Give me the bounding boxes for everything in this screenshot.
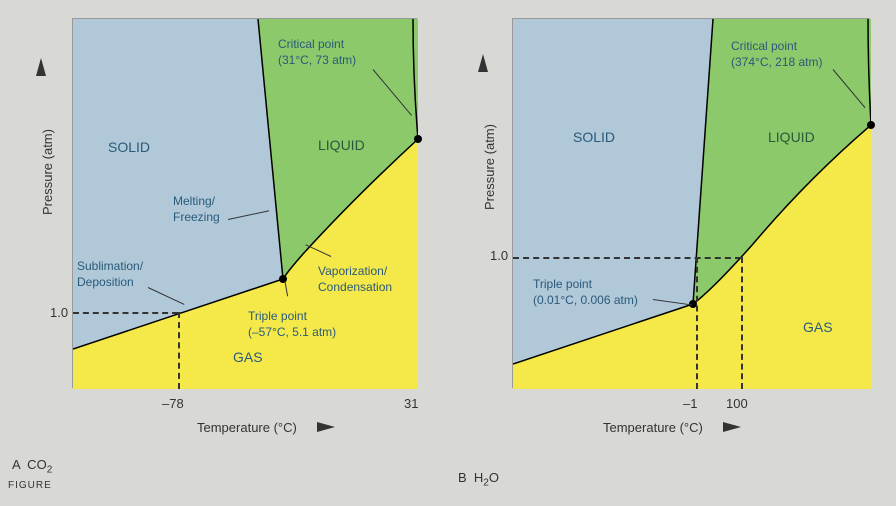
liquid-label-b: LIQUID bbox=[768, 129, 815, 145]
ytick-b: 1.0 bbox=[490, 248, 508, 263]
triple-point-a bbox=[279, 275, 287, 283]
vap-annot-a: Vaporization/ Condensation bbox=[318, 264, 392, 295]
critical-annot-b: Critical point (374°C, 218 atm) bbox=[731, 39, 823, 70]
vap-bot-a: Condensation bbox=[318, 280, 392, 294]
phase-svg-a bbox=[73, 19, 418, 389]
solid-label-b: SOLID bbox=[573, 129, 615, 145]
critical-coords-a: (31°C, 73 atm) bbox=[278, 53, 356, 67]
liquid-label-a: LIQUID bbox=[318, 137, 365, 153]
dash-v1-b bbox=[696, 257, 698, 389]
critical-point-a bbox=[414, 135, 422, 143]
dash-v-a bbox=[178, 312, 180, 389]
solid-label-a: SOLID bbox=[108, 139, 150, 155]
melt-annot-a: Melting/ Freezing bbox=[173, 194, 220, 225]
xtick2-b: 100 bbox=[726, 396, 748, 411]
ytick-a: 1.0 bbox=[50, 305, 68, 320]
critical-annot-a: Critical point (31°C, 73 atm) bbox=[278, 37, 356, 68]
y-axis-label-b: Pressure (atm) bbox=[482, 124, 497, 210]
sub-top-a: Sublimation/ bbox=[77, 259, 143, 273]
dash-h-b bbox=[513, 257, 741, 259]
triple-label-b: Triple point bbox=[533, 277, 592, 291]
sub-bot-a: Deposition bbox=[77, 275, 134, 289]
x-axis-label-b: Temperature (°C) bbox=[603, 420, 703, 435]
x-axis-arrow-a bbox=[317, 422, 335, 432]
x-axis-label-a: Temperature (°C) bbox=[197, 420, 297, 435]
critical-label-b: Critical point bbox=[731, 39, 797, 53]
panel-h2o: Pressure (atm) SOLID LIQUID GAS Critical… bbox=[458, 10, 888, 490]
panel-co2: Pressure (atm) SOLID LIQUID GAS Critical… bbox=[12, 10, 432, 490]
triple-annot-a: Triple point (–57°C, 5.1 atm) bbox=[248, 309, 336, 340]
melt-bot-a: Freezing bbox=[173, 210, 220, 224]
critical-point-b bbox=[867, 121, 875, 129]
chart-a: SOLID LIQUID GAS Critical point (31°C, 7… bbox=[72, 18, 417, 388]
chart-b: SOLID LIQUID GAS Critical point (374°C, … bbox=[512, 18, 870, 388]
xtick1-b: –1 bbox=[683, 396, 697, 411]
xtick1-a: –78 bbox=[162, 396, 184, 411]
xtick2-a: 31 bbox=[404, 396, 418, 411]
figure-caption-cutoff: FIGURE bbox=[8, 480, 52, 491]
gas-label-b: GAS bbox=[803, 319, 833, 335]
dash-v2-b bbox=[741, 257, 743, 389]
triple-annot-b: Triple point (0.01°C, 0.006 atm) bbox=[533, 277, 638, 308]
sub-annot-a: Sublimation/ Deposition bbox=[77, 259, 143, 290]
subtitle-a: A CO2 bbox=[12, 457, 52, 476]
triple-label-a: Triple point bbox=[248, 309, 307, 323]
triple-coords-a: (–57°C, 5.1 atm) bbox=[248, 325, 336, 339]
vap-top-a: Vaporization/ bbox=[318, 264, 387, 278]
y-axis-arrow-a bbox=[36, 58, 46, 76]
subtitle-b: B H2O bbox=[458, 470, 499, 489]
x-axis-arrow-b bbox=[723, 422, 741, 432]
critical-label-a: Critical point bbox=[278, 37, 344, 51]
dash-h-a bbox=[73, 312, 178, 314]
y-axis-arrow-b bbox=[478, 54, 488, 72]
triple-coords-b: (0.01°C, 0.006 atm) bbox=[533, 293, 638, 307]
gas-label-a: GAS bbox=[233, 349, 263, 365]
melt-top-a: Melting/ bbox=[173, 194, 215, 208]
y-axis-label-a: Pressure (atm) bbox=[40, 129, 55, 215]
critical-coords-b: (374°C, 218 atm) bbox=[731, 55, 823, 69]
